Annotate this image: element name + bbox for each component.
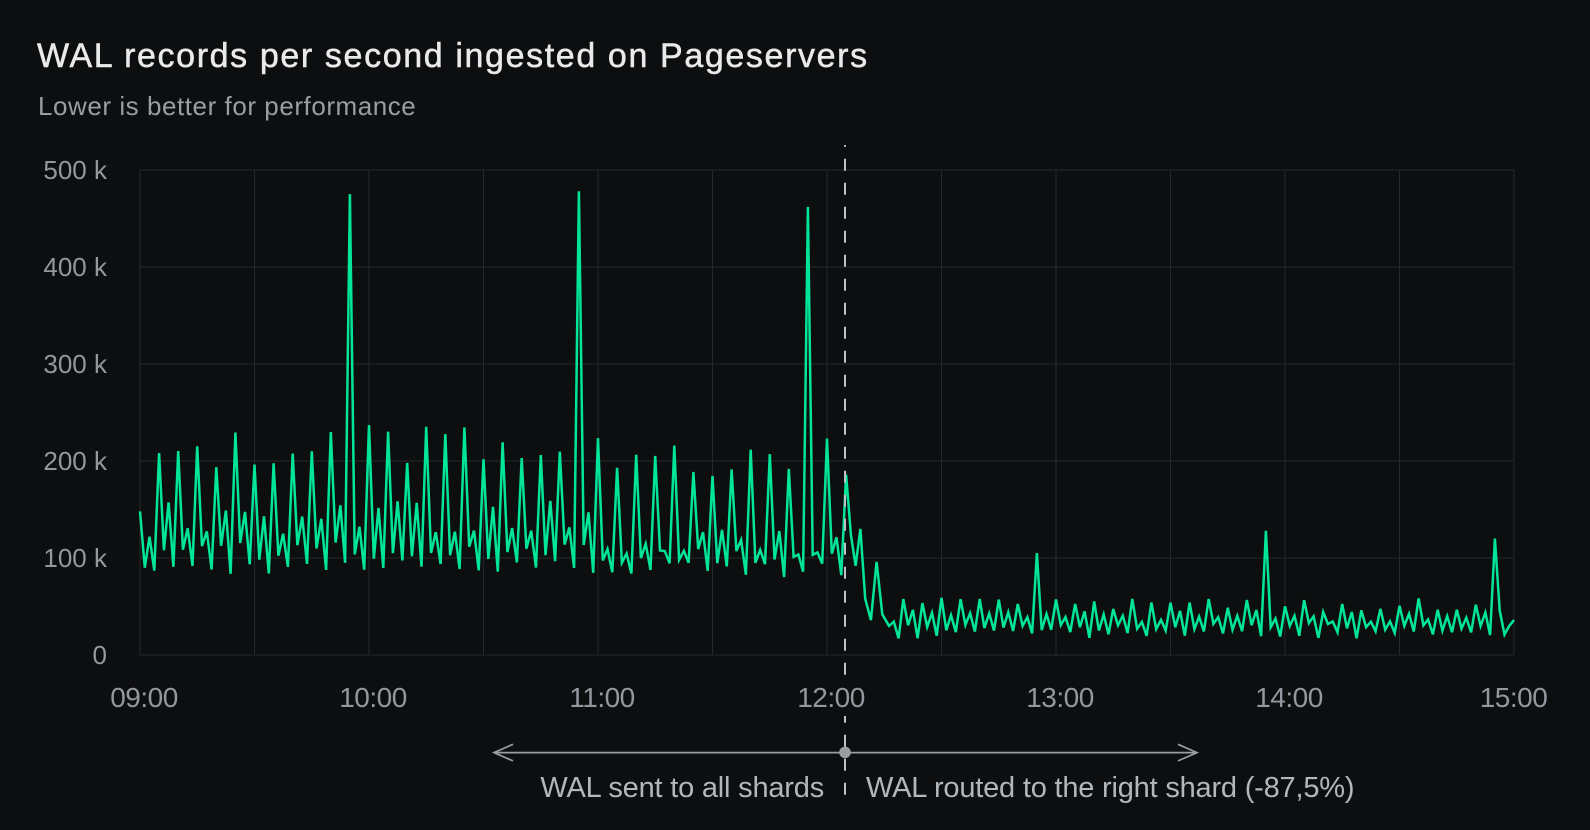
svg-text:WAL sent to all shards: WAL sent to all shards xyxy=(540,772,824,804)
svg-text:11:00: 11:00 xyxy=(569,682,635,713)
svg-text:WAL routed to the right shard: WAL routed to the right shard (-87,5%) xyxy=(866,772,1354,804)
svg-text:12:00: 12:00 xyxy=(797,682,865,713)
svg-text:400 k: 400 k xyxy=(43,252,108,282)
svg-text:15:00: 15:00 xyxy=(1480,682,1548,713)
svg-text:200 k: 200 k xyxy=(43,446,108,476)
svg-text:500 k: 500 k xyxy=(43,155,108,185)
svg-text:14:00: 14:00 xyxy=(1255,682,1323,713)
svg-text:WAL records per second ingeste: WAL records per second ingested on Pages… xyxy=(37,37,869,75)
svg-text:300 k: 300 k xyxy=(43,349,108,379)
svg-text:13:00: 13:00 xyxy=(1026,682,1094,713)
svg-text:0: 0 xyxy=(93,640,107,670)
svg-text:Lower is better for performanc: Lower is better for performance xyxy=(38,91,416,121)
svg-text:10:00: 10:00 xyxy=(339,682,407,713)
svg-text:09:00: 09:00 xyxy=(110,682,178,713)
svg-text:100 k: 100 k xyxy=(43,543,108,573)
